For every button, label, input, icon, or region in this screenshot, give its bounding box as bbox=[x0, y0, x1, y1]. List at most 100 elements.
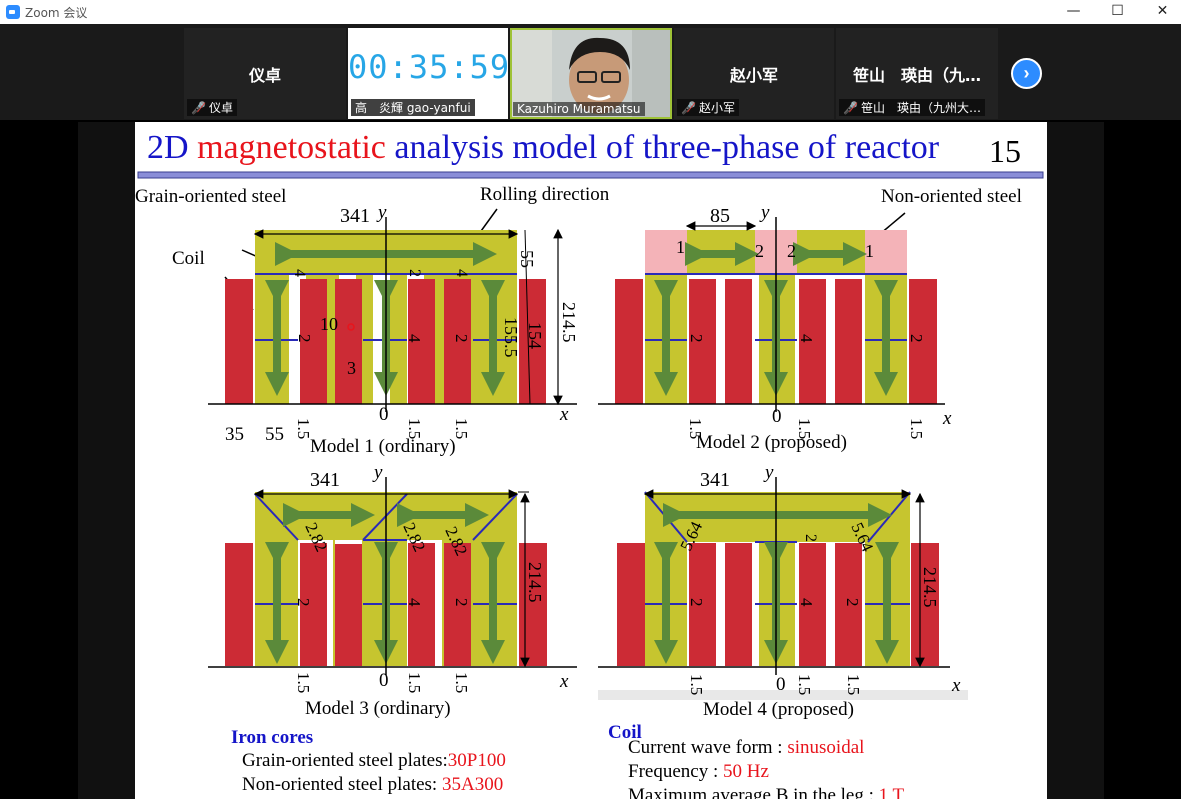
axis-label: x bbox=[942, 408, 952, 429]
dim-label: 1.5 bbox=[452, 672, 471, 693]
dim-label: 1.5 bbox=[294, 672, 313, 693]
participant-label: Kazuhiro Muramatsu bbox=[513, 102, 645, 116]
axis-label: y bbox=[376, 202, 387, 223]
dim-label: 2 bbox=[406, 269, 423, 277]
dim-label: 154 bbox=[525, 322, 545, 349]
participant-label-text: Kazuhiro Muramatsu bbox=[517, 102, 641, 116]
timer-display: 00:35:59 bbox=[348, 48, 511, 86]
participant-label: 🎤̸ 赵小军 bbox=[677, 99, 739, 116]
participant-label-text: 赵小军 bbox=[698, 101, 735, 115]
axis-label: y bbox=[759, 202, 770, 223]
dim-label: 2 bbox=[294, 598, 313, 607]
dim-label: 2 bbox=[907, 334, 926, 343]
dim-label: 4 bbox=[291, 269, 308, 277]
chevron-right-icon: › bbox=[1023, 63, 1030, 83]
frequency-line: Frequency : 50 Hz bbox=[628, 761, 769, 782]
participant-tile[interactable]: 赵小军 🎤̸ 赵小军 bbox=[674, 28, 834, 119]
dim-label: 1.5 bbox=[795, 418, 814, 439]
dim-label: 214.5 bbox=[525, 562, 545, 603]
participant-tile[interactable]: 笹山 瑛由（九… 🎤̸ 笹山 瑛由（九州大… bbox=[836, 28, 998, 119]
active-speaker-tile[interactable]: Kazuhiro Muramatsu bbox=[510, 28, 672, 119]
coil-heading: Coil bbox=[608, 722, 642, 743]
axis-origin: 0 bbox=[379, 404, 389, 425]
participant-label-text: 仪卓 bbox=[208, 101, 233, 115]
dim-label: 55 bbox=[517, 250, 537, 268]
mic-muted-icon: 🎤̸ bbox=[191, 101, 206, 115]
label-grain-oriented: Grain-oriented steel bbox=[135, 186, 286, 207]
participant-label: 🎤̸ 仪卓 bbox=[187, 99, 237, 116]
model-2-diagram bbox=[598, 217, 945, 412]
model-3-diagram bbox=[208, 477, 577, 675]
dim-label: 2 bbox=[802, 534, 819, 542]
participant-tile[interactable]: 00:35:59 高 炎輝 gao-yanfui bbox=[348, 28, 511, 119]
model-1-caption: Model 1 (ordinary) bbox=[310, 436, 456, 457]
participant-label-text: 高 炎輝 gao-yanfui bbox=[355, 101, 471, 115]
dim-label: 3 bbox=[347, 358, 356, 378]
participant-name: 笹山 瑛由（九… bbox=[852, 66, 981, 85]
window-titlebar: Zoom 会议 — ☐ ✕ bbox=[0, 0, 1181, 24]
label-non-oriented: Non-oriented steel bbox=[881, 186, 1022, 207]
mic-muted-icon: 🎤̸ bbox=[843, 101, 858, 115]
slide-title: 2D magnetostatic analysis model of three… bbox=[147, 129, 940, 166]
label-coil: Coil bbox=[172, 248, 205, 269]
dim-label: 214.5 bbox=[559, 302, 579, 343]
zoom-logo-icon bbox=[6, 5, 20, 19]
dim-label: 2 bbox=[843, 598, 862, 607]
dim-label: 1.5 bbox=[795, 674, 814, 695]
dim-label: 1.5 bbox=[907, 418, 926, 439]
axis-label: y bbox=[763, 462, 774, 483]
axis-label: x bbox=[559, 671, 569, 692]
dim-label: 4 bbox=[797, 598, 816, 607]
dim-label: 1 bbox=[676, 237, 685, 257]
dim-label: 1 bbox=[865, 241, 874, 261]
dim-label: 2 bbox=[295, 334, 314, 343]
participant-name: 赵小军 bbox=[729, 66, 778, 85]
model-3-caption: Model 3 (ordinary) bbox=[305, 698, 451, 719]
dim-label: 1.5 bbox=[294, 418, 313, 439]
model-2-caption: Model 2 (proposed) bbox=[696, 432, 847, 453]
dim-label: 1.5 bbox=[844, 674, 863, 695]
axis-label: x bbox=[559, 404, 569, 425]
dim-label: 1.5 bbox=[405, 418, 424, 439]
dim-label: 1.5 bbox=[452, 418, 471, 439]
axis-label: y bbox=[372, 462, 383, 483]
dim-label: 2 bbox=[755, 241, 764, 261]
dim-label: 10 bbox=[320, 314, 338, 334]
axis-origin: 0 bbox=[379, 670, 389, 691]
dim-label: 2 bbox=[687, 598, 706, 607]
dim-label: 2 bbox=[452, 334, 471, 343]
current-line: Current wave form : sinusoidal bbox=[628, 737, 864, 758]
dim-label: 4 bbox=[453, 269, 470, 277]
dim-label: 341 bbox=[310, 469, 340, 491]
dim-label: 85 bbox=[710, 205, 730, 227]
dim-label: 341 bbox=[340, 205, 370, 227]
dim-label: 1.5 bbox=[686, 418, 705, 439]
maximize-button[interactable]: ☐ bbox=[1111, 3, 1124, 19]
label-rolling-direction: Rolling direction bbox=[480, 184, 610, 205]
dim-label: 55 bbox=[265, 424, 284, 445]
dim-label: 341 bbox=[700, 469, 730, 491]
slide: 2D magnetostatic analysis model of three… bbox=[135, 122, 1047, 799]
axis-origin: 0 bbox=[772, 406, 782, 427]
next-page-button[interactable]: › bbox=[1011, 58, 1042, 89]
participant-tile[interactable]: 仪卓 🎤̸ 仪卓 bbox=[184, 28, 346, 119]
participant-label: 高 炎輝 gao-yanfui bbox=[351, 99, 475, 116]
close-button[interactable]: ✕ bbox=[1156, 3, 1169, 19]
dim-label: 2 bbox=[687, 334, 706, 343]
dim-label: 35 bbox=[225, 424, 244, 445]
minimize-button[interactable]: — bbox=[1066, 3, 1081, 19]
iron-cores-heading: Iron cores bbox=[231, 727, 313, 748]
model-4-diagram bbox=[598, 477, 968, 700]
slide-canvas: 2D magnetostatic analysis model of three… bbox=[135, 129, 1044, 799]
window-title: Zoom 会议 bbox=[25, 6, 88, 20]
mic-muted-icon: 🎤̸ bbox=[681, 101, 696, 115]
dim-label: 2 bbox=[787, 241, 796, 261]
cursor-pointer bbox=[347, 323, 355, 331]
dim-label: 1.5 bbox=[405, 672, 424, 693]
model-1-diagram bbox=[208, 217, 577, 412]
dim-label: 4 bbox=[797, 334, 816, 343]
dim-label: 4 bbox=[405, 334, 424, 343]
dim-label: 1.5 bbox=[687, 674, 706, 695]
video-feed bbox=[512, 30, 670, 117]
axis-label: x bbox=[951, 675, 961, 696]
